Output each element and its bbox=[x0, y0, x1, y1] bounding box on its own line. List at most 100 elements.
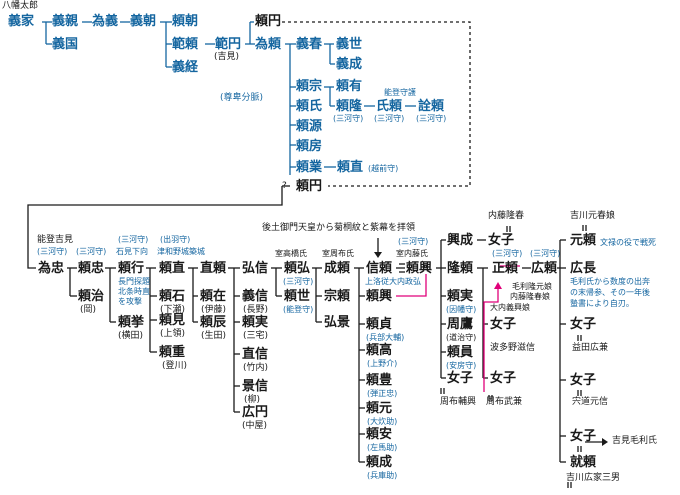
note-yorikyo: (横田) bbox=[118, 331, 144, 341]
note2-yoriyuki: 石見下向 bbox=[116, 247, 148, 256]
node-yorifusa: 頼房 bbox=[296, 139, 323, 154]
node-yoshiharu: 義春 bbox=[296, 37, 323, 52]
note-yoriyuki: (三河守) bbox=[118, 235, 149, 244]
node-yoriari: 頼有 bbox=[336, 79, 363, 94]
node-yorisada: 頼貞 bbox=[366, 317, 393, 332]
note-yoritada: (越前守) bbox=[368, 164, 399, 173]
node-yoshinari: 義成 bbox=[336, 57, 363, 72]
node-yoriyo: 頼世 bbox=[284, 289, 311, 304]
node-yorinari: 頼成 bbox=[366, 455, 393, 470]
note-hironori: (三河守) bbox=[530, 249, 561, 258]
unknown-mark-1: ? bbox=[263, 16, 268, 26]
note-yoritoyo: (弾正忠) bbox=[367, 389, 398, 398]
note3-yoriyuki: 長門探題 bbox=[118, 277, 150, 286]
node-yorimoto2: 頼元 bbox=[366, 401, 393, 416]
note-naonobu: (竹内) bbox=[243, 363, 269, 373]
node-yoriuji: 頼氏 bbox=[296, 99, 323, 114]
node-yoriko: 頼興 bbox=[366, 289, 393, 304]
label-noto-yoshimi: 能登吉見 bbox=[37, 235, 74, 245]
note-yorimi: (上領) bbox=[160, 329, 186, 339]
note-norinori: (三河守) bbox=[416, 114, 447, 123]
noto-label: 能登守護 bbox=[384, 88, 416, 97]
note-onna8: 吉見毛利氏 bbox=[612, 436, 658, 446]
node-norinori: 詮頼 bbox=[418, 99, 445, 114]
node-yoritaka: 頼隆 bbox=[336, 99, 363, 114]
node-motoyori: 元頼 bbox=[570, 233, 597, 248]
note-yoritatsu: (生田) bbox=[201, 331, 227, 341]
node-yorimoto: 頼源 bbox=[296, 119, 323, 134]
node-tamatada: 為忠 bbox=[38, 261, 65, 276]
node-yoriyuki: 頼行 bbox=[118, 261, 145, 276]
node-yorien: 頼円 bbox=[296, 179, 323, 194]
note-yoritaka: (三河守) bbox=[333, 114, 364, 123]
note-yorishige: (登川) bbox=[162, 361, 188, 371]
unknown-mark-2: ? bbox=[282, 181, 287, 191]
note-onna5: 周布武兼 bbox=[486, 397, 523, 407]
node-onna7: 女子 bbox=[570, 373, 597, 388]
node-nariyori: 就頼 bbox=[570, 455, 597, 470]
node-yoritaka2: 頼高 bbox=[366, 343, 393, 358]
node-kagenobu: 景信 bbox=[242, 379, 269, 394]
label-muro-suo: 室周布氏 bbox=[322, 249, 354, 258]
node-yoritada: 頼直 bbox=[337, 160, 364, 175]
note-motoyori: 文禄の役で戦死 bbox=[600, 238, 656, 247]
node-ujiyori: 氏頼 bbox=[376, 99, 403, 114]
note-onna7: 宍道元信 bbox=[572, 397, 609, 407]
note-hironaga-c: 蟄書により自刃。 bbox=[570, 299, 634, 308]
node-tamayori: 為頼 bbox=[255, 37, 282, 52]
node-yoshikuni: 義国 bbox=[52, 37, 79, 52]
note-yoritada2: (三河守) bbox=[76, 247, 107, 256]
node-yoshitsune: 義経 bbox=[172, 60, 199, 75]
note-nariyori: 吉川広家三男 bbox=[566, 473, 621, 483]
node-nobuyori: 信頼 bbox=[366, 261, 393, 276]
note-yorizane2: (因幡守) bbox=[446, 305, 477, 314]
label-muro-takahashi: 室高橋氏 bbox=[275, 249, 307, 258]
node-onna8: 女子 bbox=[570, 429, 597, 444]
note-tamatada: (三河守) bbox=[37, 247, 68, 256]
node-yoriharu: 頼治 bbox=[78, 289, 105, 304]
node-yorioki: 頼興 bbox=[406, 261, 433, 276]
note-yoriari2: (伊藤) bbox=[201, 305, 227, 315]
node-shigeyori: 成頼 bbox=[324, 261, 351, 276]
node-yoritatsu: 頼辰 bbox=[200, 315, 227, 330]
note-yoriishi: (下瀬) bbox=[160, 305, 186, 315]
node-noriyoshi: 範円 bbox=[215, 37, 242, 52]
note-hiromaru: (中屋) bbox=[242, 421, 268, 431]
node-yoritoyo: 頼豊 bbox=[366, 373, 393, 388]
node-onna2: 女子 bbox=[488, 233, 515, 248]
node-takayori: 隆頼 bbox=[447, 261, 474, 276]
note-chikayori: (道治守) bbox=[446, 333, 477, 342]
note-yoriyo: (能登守) bbox=[283, 305, 314, 314]
node-yorishige: 頼重 bbox=[159, 345, 186, 360]
note-yorikazu: (安房守) bbox=[446, 361, 477, 370]
node-yoshichika: 義親 bbox=[52, 14, 79, 29]
node-noriyori: 範頼 bbox=[172, 37, 199, 52]
node-yoriari2: 頼在 bbox=[200, 289, 227, 304]
note5-yoriyuki: を攻撃 bbox=[118, 297, 142, 306]
node-hironobu: 弘信 bbox=[242, 261, 269, 276]
node-hiromaru: 広円 bbox=[242, 405, 269, 420]
note-masayori: (三河守) bbox=[492, 249, 523, 258]
node-chikayori: 周鷹 bbox=[447, 317, 474, 332]
node-hironori: 広頼 bbox=[531, 261, 558, 276]
note-gotsuchimikado: 後土御門天皇から菊桐紋と紫幕を拝領 bbox=[262, 223, 416, 233]
note-nobuyori: 上洛従大内政弘 bbox=[365, 277, 421, 286]
node-yorikyo: 頼挙 bbox=[118, 315, 145, 330]
node-yoriishi: 頼石 bbox=[159, 289, 186, 304]
node-yoritada2: 頼忠 bbox=[78, 261, 105, 276]
node-muneyori: 宗頼 bbox=[324, 289, 351, 304]
note-yorizane: (三宅) bbox=[243, 331, 269, 341]
note-yorinari: (兵庫助) bbox=[367, 471, 398, 480]
note-hironaga-b: の末帰参、その一年後 bbox=[570, 288, 650, 297]
node-naonobu: 直信 bbox=[242, 347, 269, 362]
node-onna6: 女子 bbox=[570, 317, 597, 332]
note-ujiyori: (三河守) bbox=[374, 114, 405, 123]
note2-yorinao: 津和野城築城 bbox=[157, 247, 205, 256]
note-onna3-a: 毛利隆元娘 bbox=[512, 282, 552, 291]
node-yorimi: 頼見 bbox=[159, 313, 186, 328]
note-yorisada: (兵部大輔) bbox=[366, 333, 405, 342]
node-hirokage: 弘景 bbox=[324, 315, 351, 330]
node-hironaga: 広長 bbox=[570, 261, 597, 276]
